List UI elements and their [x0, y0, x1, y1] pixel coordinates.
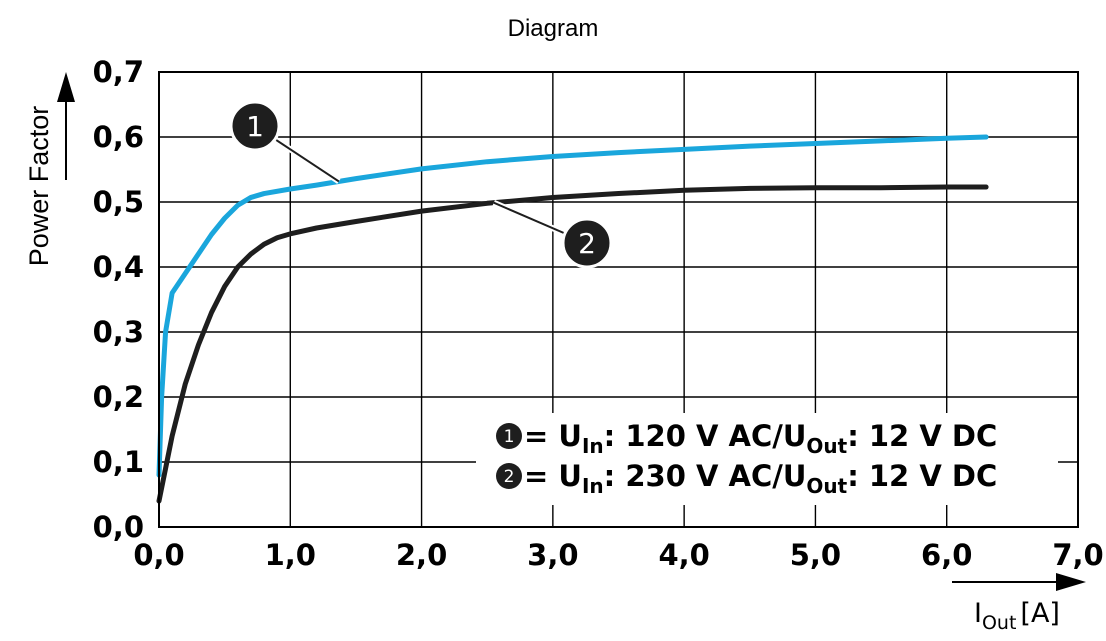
- callout-marker-1: [229, 100, 281, 152]
- legend-marker-2-number: 2: [504, 467, 515, 487]
- x-tick-label: 0,0: [133, 538, 184, 572]
- legend-entry-2: 2 = UIn: 230 V AC/UOut: 12 V DC: [496, 459, 997, 498]
- x-tick-label: 2,0: [396, 538, 447, 572]
- x-tick-label: 3,0: [527, 538, 578, 572]
- y-tick-label: 0,7: [93, 55, 144, 89]
- y-tick-label: 0,2: [93, 380, 144, 414]
- x-tick-label: 4,0: [658, 538, 709, 572]
- callout-marker-number: 1: [246, 110, 264, 143]
- x-axis-arrow-head: [1056, 573, 1086, 591]
- y-tick-label: 0,3: [93, 315, 144, 349]
- x-tick-label: 7,0: [1052, 538, 1103, 572]
- series-line-2: [156, 184, 989, 504]
- series-line-1: [156, 134, 989, 478]
- y-tick-label: 0,5: [93, 185, 144, 219]
- legend-entry-1: 1 = UIn: 120 V AC/UOut: 12 V DC: [496, 419, 997, 458]
- y-axis-arrow-head: [57, 72, 75, 102]
- y-tick-label: 0,0: [93, 510, 144, 544]
- x-axis-subscript: Out: [982, 612, 1016, 634]
- legend-marker-1: [496, 423, 522, 449]
- x-axis-label: IOut [A]: [974, 598, 1060, 634]
- series-lines: [156, 134, 989, 504]
- legend-background: [476, 413, 1058, 505]
- x-tick-label: 6,0: [921, 538, 972, 572]
- y-axis-label: Power Factor: [24, 106, 54, 267]
- x-axis-symbol: I: [974, 598, 982, 629]
- callout-marker-number: 2: [578, 227, 596, 260]
- x-tick-labels: 0,0 1,0 2,0 3,0 4,0 5,0 6,0 7,0: [133, 538, 1103, 572]
- y-tick-labels: 0,0 0,1 0,2 0,3 0,4 0,5 0,6 0,7: [93, 55, 144, 544]
- legend-marker-1-number: 1: [504, 427, 515, 447]
- plot-frame: [158, 71, 1079, 528]
- x-tick-label: 5,0: [790, 538, 841, 572]
- y-tick-label: 0,6: [93, 120, 144, 154]
- y-tick-label: 0,1: [93, 445, 144, 479]
- legend-marker-2: [496, 463, 522, 489]
- chart-title: Diagram: [508, 15, 599, 42]
- y-tick-label: 0,4: [93, 250, 144, 284]
- callout-marker-2: [561, 217, 613, 269]
- x-tick-label: 1,0: [265, 538, 316, 572]
- grid-lines: [159, 72, 1078, 527]
- legend-text-2: = UIn: 230 V AC/UOut: 12 V DC: [524, 459, 997, 498]
- legend: 1 = UIn: 120 V AC/UOut: 12 V DC 2 = UIn:…: [476, 413, 1058, 505]
- series-markers: 12: [229, 100, 613, 269]
- legend-text-1: = UIn: 120 V AC/UOut: 12 V DC: [524, 419, 997, 458]
- x-axis-unit: [A]: [1020, 598, 1060, 629]
